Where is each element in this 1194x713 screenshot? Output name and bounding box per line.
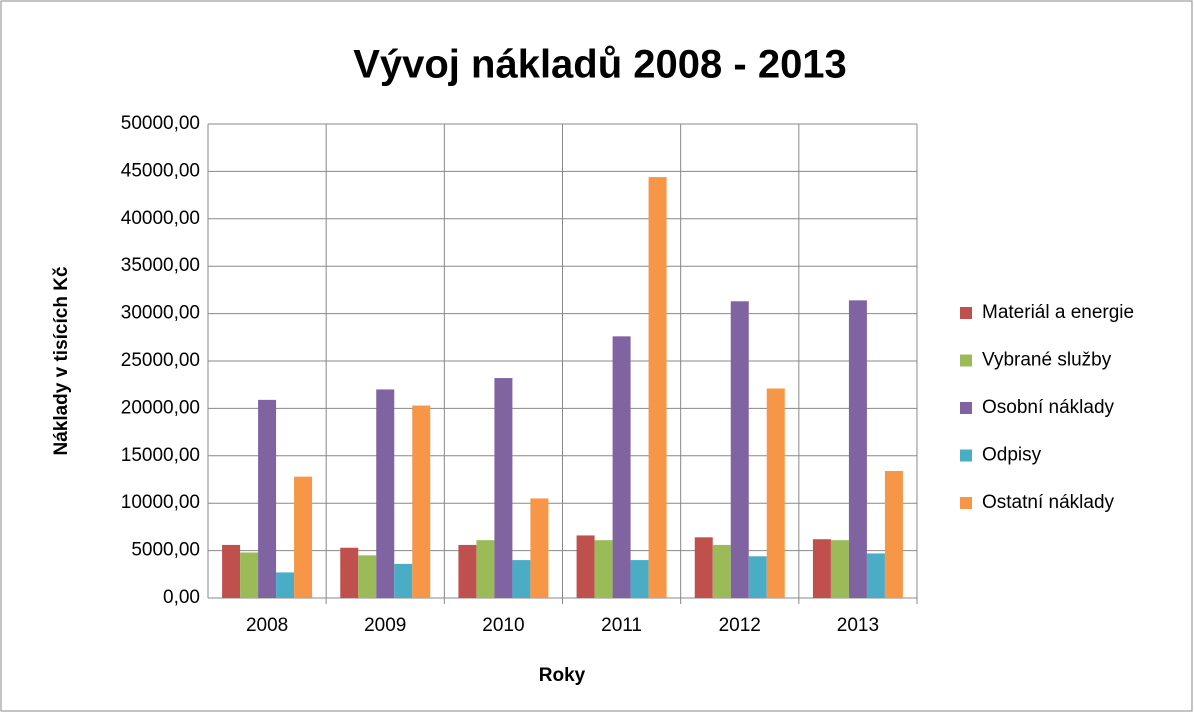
x-tick-label: 2012 [719,615,761,636]
bar [576,535,595,598]
bar [358,555,377,598]
bar [630,560,649,598]
bar [222,544,241,598]
bar [812,539,831,598]
legend-label: Materiál a energie [982,302,1134,323]
bar [494,378,513,598]
legend-label: Odpisy [982,445,1042,466]
legend-swatch [960,402,972,414]
bar [730,301,749,598]
legend-swatch [960,449,972,462]
bar [376,389,395,598]
bar [394,563,413,598]
y-tick-label: 15000,00 [121,445,200,466]
y-tick-label: 5000,00 [131,540,200,561]
y-tick-label: 40000,00 [121,208,200,229]
bar [866,553,885,598]
bar [458,544,477,598]
x-tick-label: 2010 [482,615,524,636]
y-tick-label: 45000,00 [121,160,200,181]
bar [648,177,667,598]
bar [712,544,731,598]
legend-swatch [960,497,972,509]
bar [530,498,549,598]
y-tick-label: 10000,00 [121,492,200,513]
bar [594,540,613,598]
legend-label: Vybrané služby [982,350,1112,371]
x-tick-label: 2008 [246,615,288,636]
legend-swatch [960,354,972,367]
bar [694,537,713,598]
bar [830,540,849,598]
bar [748,556,767,598]
bar [884,470,903,598]
y-tick-label: 35000,00 [121,255,200,276]
bar [340,547,359,598]
x-tick-label: 2009 [364,615,406,636]
bar [512,560,531,598]
y-axis-title: Náklady v tisících Kč [51,266,72,455]
bar [240,552,259,598]
y-tick-label: 0,00 [163,587,200,608]
chart-title: Vývoj nákladů 2008 - 2013 [353,43,847,87]
y-tick-label: 30000,00 [121,303,200,324]
bar [412,405,431,598]
x-tick-label: 2011 [601,615,642,636]
y-tick-label: 25000,00 [121,350,200,371]
bar [476,540,495,598]
x-axis-title: Roky [539,665,586,686]
bar [612,336,631,598]
bar [766,388,785,598]
bar [258,399,277,598]
x-tick-label: 2013 [837,615,879,636]
legend-swatch [960,307,972,319]
bar [848,300,867,598]
legend-label: Osobní náklady [982,397,1115,418]
legend-label: Ostatní náklady [982,492,1115,513]
y-tick-label: 50000,00 [121,113,200,134]
y-tick-label: 20000,00 [121,397,200,418]
bar [294,476,313,598]
bar [276,572,295,598]
